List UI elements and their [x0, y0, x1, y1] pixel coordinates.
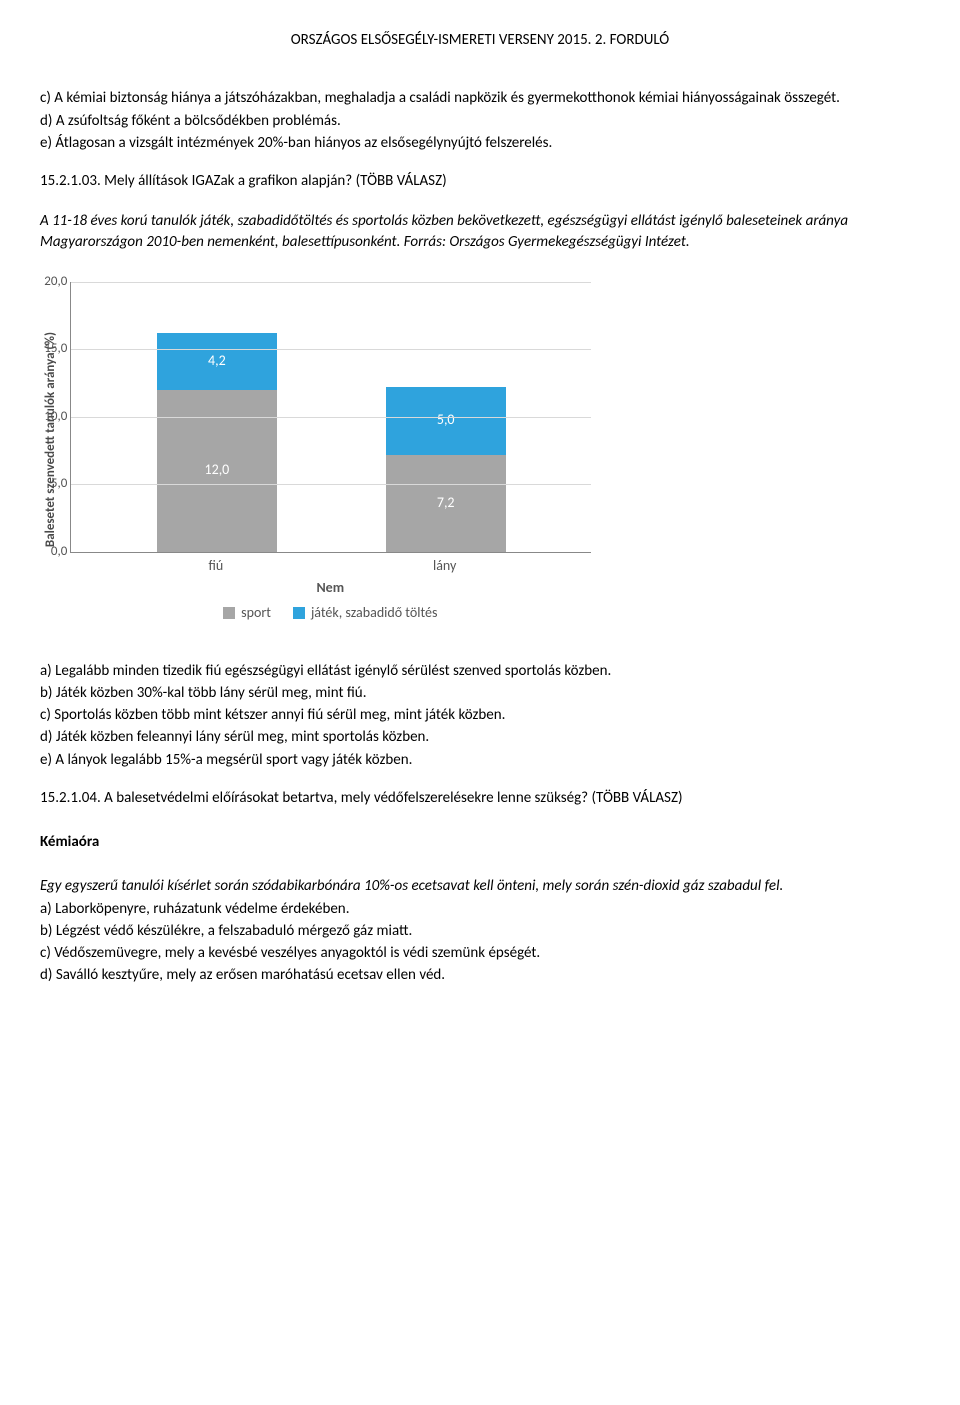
ytick-label: 5,0	[51, 475, 67, 493]
legend-label: sport	[241, 604, 271, 623]
answer-e: e) Átlagosan a vizsgált intézmények 20%-…	[40, 133, 920, 153]
legend-label: játék, szabadidő töltés	[311, 604, 437, 623]
xtick-label: fiú	[209, 557, 224, 576]
q04-b: b) Légzést védő készülékre, a felszabadu…	[40, 921, 920, 941]
ans-b: b) Játék közben 30%-kal több lány sérül …	[40, 683, 920, 703]
q04-c: c) Védőszemüvegre, mely a kevésbé veszél…	[40, 943, 920, 963]
chart-xtitle: Nem	[70, 579, 590, 598]
chart-axes: 0,05,010,015,020,0 12,04,27,25,0	[70, 282, 591, 553]
chart-container: Balesetet szenvedett tanulók aránya (%) …	[40, 282, 920, 623]
chart-legend: sport játék, szabadidő töltés	[70, 604, 590, 623]
q04-lead: 15.2.1.04. A balesetvédelmi előírásokat …	[40, 788, 920, 808]
bar-segment: 7,2	[386, 455, 506, 552]
top-answer-block: c) A kémiai biztonság hiánya a játszóház…	[40, 88, 920, 153]
ytick-label: 15,0	[44, 340, 67, 358]
ans-a: a) Legalább minden tizedik fiú egészségü…	[40, 661, 920, 681]
gridline	[71, 349, 591, 350]
gridline	[71, 484, 591, 485]
gridline	[71, 282, 591, 283]
answer-c: c) A kémiai biztonság hiánya a játszóház…	[40, 88, 920, 108]
chart-xlabels: fiú lány	[70, 553, 590, 577]
legend-swatch	[223, 607, 235, 619]
ans-d: d) Játék közben feleannyi lány sérül meg…	[40, 727, 920, 747]
ytick-label: 10,0	[44, 408, 67, 426]
legend-swatch	[293, 607, 305, 619]
gridline	[71, 417, 591, 418]
chart-yticks: 0,05,010,015,020,0	[27, 282, 67, 552]
question-desc: A 11-18 éves korú tanulók játék, szabadi…	[40, 211, 920, 252]
legend-item: játék, szabadidő töltés	[293, 604, 437, 623]
chart-plot: 0,05,010,015,020,0 12,04,27,25,0 fiúlány…	[62, 282, 591, 623]
q04-desc: Egy egyszerű tanulói kísérlet során szód…	[40, 876, 920, 896]
q04-d: d) Saválló kesztyűre, mely az erősen mar…	[40, 965, 920, 985]
q04-a: a) Laborköpenyre, ruházatunk védelme érd…	[40, 899, 920, 919]
q04-title: Kémiaóra	[40, 832, 920, 852]
ans-c: c) Sportolás közben több mint kétszer an…	[40, 705, 920, 725]
page-header: ORSZÁGOS ELSŐSEGÉLY-ISMERETI VERSENY 201…	[40, 30, 920, 50]
answer-d: d) A zsúfoltság főként a bölcsődékben pr…	[40, 111, 920, 131]
ytick-label: 0,0	[51, 543, 67, 561]
question-lead: 15.2.1.03. Mely állítások IGAZak a grafi…	[40, 171, 920, 191]
legend-item: sport	[223, 604, 271, 623]
bar-segment: 12,0	[157, 390, 277, 552]
answers-block: a) Legalább minden tizedik fiú egészségü…	[40, 661, 920, 770]
ans-e: e) A lányok legalább 15%-a megsérül spor…	[40, 750, 920, 770]
stacked-bar-chart: Balesetet szenvedett tanulók aránya (%) …	[40, 282, 920, 623]
ytick-label: 20,0	[44, 273, 67, 291]
xtick-label: lány	[433, 557, 456, 576]
bar-segment: 4,2	[157, 333, 277, 390]
bar-segment: 5,0	[386, 387, 506, 455]
